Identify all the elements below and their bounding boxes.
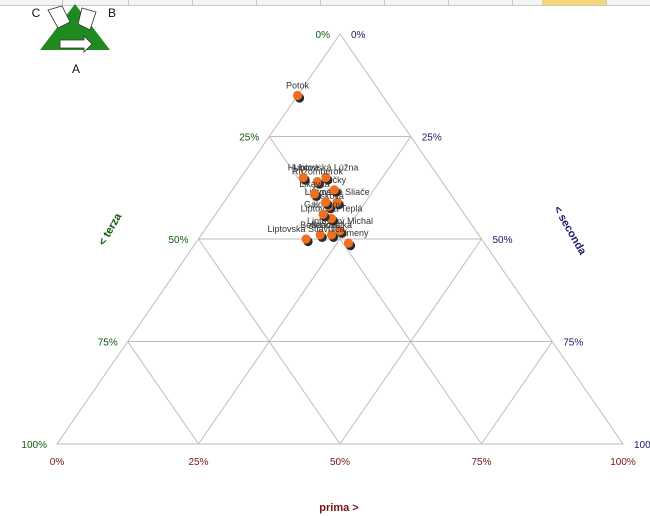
data-point[interactable]: Bešeňová <box>300 220 340 242</box>
data-point-marker <box>298 172 308 183</box>
data-point-label: Kalameny <box>328 228 369 238</box>
sheet-column[interactable] <box>128 0 193 5</box>
axis-label-seconda: < seconda <box>551 204 589 258</box>
logo-arrow-b <box>77 7 97 31</box>
data-point-marker <box>292 90 303 101</box>
data-point-marker <box>309 189 320 199</box>
grid-line <box>481 341 553 445</box>
tick-label-terza: 100% <box>21 440 47 451</box>
logo-label-c: C <box>32 6 41 20</box>
grid-line <box>268 136 482 445</box>
data-point-marker <box>329 185 339 195</box>
sheet-column[interactable] <box>256 0 321 5</box>
data-point-marker <box>321 197 331 207</box>
data-point[interactable]: Hubová <box>288 163 319 185</box>
data-point-label: Hubová <box>288 163 319 173</box>
data-point-marker <box>315 230 325 240</box>
data-point[interactable]: Likavka <box>299 179 330 201</box>
grid-line <box>127 341 199 445</box>
data-point[interactable]: Kalameny <box>328 228 369 251</box>
logo-label-b: B <box>108 6 116 20</box>
recycle-logo-icon[interactable]: C B A <box>32 4 116 76</box>
tick-label-prima: 75% <box>471 457 491 468</box>
data-point[interactable]: Ružomberok <box>292 167 344 189</box>
data-point-label: Liptovský Michal <box>307 216 373 226</box>
data-point-marker <box>301 234 311 244</box>
data-point-label: Potok <box>286 81 310 91</box>
data-point-label: Ružomberok <box>292 167 344 177</box>
grid-line <box>198 238 341 445</box>
grid-line <box>198 136 412 445</box>
data-point[interactable]: Lúčky <box>323 175 347 197</box>
tick-label-terza: 25% <box>239 133 259 144</box>
tick-label-prima: 25% <box>188 457 208 468</box>
axis-label-prima: prima > <box>319 502 358 514</box>
spreadsheet-column-strip <box>0 0 650 6</box>
tick-label-prima: 0% <box>50 457 65 468</box>
data-point-label: Lisková <box>313 191 344 201</box>
sheet-column[interactable] <box>448 0 513 5</box>
data-point-marker <box>332 197 342 207</box>
tick-label-terza: 0% <box>316 30 331 41</box>
data-point-marker <box>343 238 354 248</box>
tick-label-terza: 75% <box>98 338 118 349</box>
tick-label-terza: 50% <box>168 235 188 246</box>
data-point-label: Bešeňová <box>300 220 340 230</box>
tick-label-seconda: 0% <box>351 30 366 41</box>
data-point-marker <box>321 172 331 183</box>
data-point-label: Lúčky <box>323 175 347 185</box>
sheet-column[interactable] <box>62 0 129 5</box>
sheet-column[interactable] <box>320 0 385 5</box>
tick-label-seconda: 50% <box>493 235 513 246</box>
sheet-column[interactable] <box>192 0 257 5</box>
data-point-marker <box>318 209 328 219</box>
data-point-label: Likavka <box>299 179 330 189</box>
tick-label-prima: 50% <box>330 457 350 468</box>
sheet-column[interactable] <box>384 0 449 5</box>
data-point-marker <box>326 230 337 240</box>
grid-lines <box>56 33 624 445</box>
data-point-marker <box>335 226 345 236</box>
logo-label-a: A <box>72 62 80 76</box>
data-point[interactable]: Liptovský Michal <box>307 216 373 238</box>
tick-label-seconda: 75% <box>563 338 583 349</box>
data-point[interactable]: Liptovská Lúžna <box>293 163 358 185</box>
data-point[interactable]: Liptovská Štiavnica <box>268 224 345 247</box>
sheet-column[interactable] <box>0 0 63 5</box>
tick-label-seconda: 100% <box>634 440 650 451</box>
tick-label-seconda: 25% <box>422 133 442 144</box>
data-point[interactable]: Švošov <box>311 187 341 210</box>
axis-label-terza: < terza <box>96 211 124 248</box>
data-point[interactable]: Potok <box>286 81 310 103</box>
data-point-label: Švošov <box>311 187 341 197</box>
tick-label-prima: 100% <box>610 457 636 468</box>
sheet-column-selected[interactable] <box>542 0 607 5</box>
data-point-label: Liptovská Lúžna <box>293 163 358 173</box>
data-point-label: Liptovská Štiavnica <box>268 224 345 234</box>
data-point-marker <box>312 177 322 187</box>
logo-arrow-a <box>59 35 93 53</box>
tick-labels: 0%100%100%25%75%75%50%50%50%75%25%25%100… <box>21 30 650 468</box>
logo-arrow-c <box>47 5 71 29</box>
logo-triangle <box>40 4 110 50</box>
grid-line <box>339 238 482 445</box>
